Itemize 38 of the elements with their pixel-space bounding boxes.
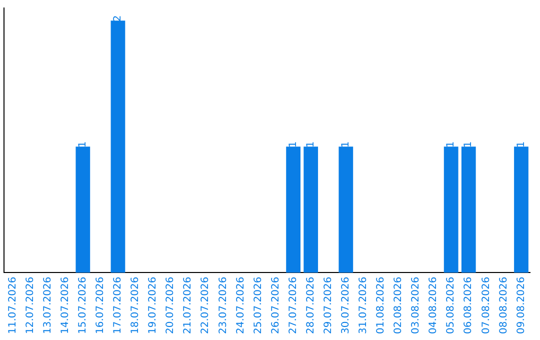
x-tick-label: 11.07.2026 xyxy=(7,276,18,334)
data-label: 1 xyxy=(446,141,457,148)
data-label: 1 xyxy=(516,141,527,148)
data-label: 1 xyxy=(77,141,88,148)
data-label: 1 xyxy=(305,141,316,148)
x-tick-label: 07.08.2026 xyxy=(480,276,492,334)
x-tick-label: 04.08.2026 xyxy=(428,276,440,334)
x-tick-label: 27.07.2026 xyxy=(288,276,299,334)
x-tick-label: 05.08.2026 xyxy=(446,276,457,334)
data-label: 1 xyxy=(340,141,352,148)
data-label: 1 xyxy=(288,141,299,148)
x-tick-label: 08.08.2026 xyxy=(498,276,510,334)
x-tick-label: 09.08.2026 xyxy=(516,276,527,334)
x-tick-label: 18.07.2026 xyxy=(130,276,142,334)
data-label: 2 xyxy=(112,15,124,22)
x-tick-label: 02.08.2026 xyxy=(393,276,404,334)
x-tick-label: 15.07.2026 xyxy=(77,276,88,334)
x-tick-label: 06.08.2026 xyxy=(463,276,474,334)
x-tick-label: 19.07.2026 xyxy=(148,276,159,334)
x-tick-label: 23.07.2026 xyxy=(218,276,229,334)
x-tick-label: 21.07.2026 xyxy=(182,276,194,334)
x-tick-label: 25.07.2026 xyxy=(252,276,264,334)
x-tick-label: 29.07.2026 xyxy=(322,276,334,334)
x-tick-label: 24.07.2026 xyxy=(235,276,246,334)
x-tick-label: 03.08.2026 xyxy=(410,276,422,334)
x-tick-label: 22.07.2026 xyxy=(200,276,212,334)
x-tick-label: 14.07.2026 xyxy=(60,276,71,334)
data-label: 1 xyxy=(463,141,474,148)
x-tick-label: 12.07.2026 xyxy=(24,276,36,334)
x-tick-label: 13.07.2026 xyxy=(42,276,54,334)
x-tick-label: 17.07.2026 xyxy=(112,276,124,334)
x-tick-label: 20.07.2026 xyxy=(165,276,176,334)
x-tick-label: 16.07.2026 xyxy=(95,276,106,334)
x-tick-label: 26.07.2026 xyxy=(270,276,282,334)
x-tick-label: 28.07.2026 xyxy=(305,276,316,334)
x-tick-label: 30.07.2026 xyxy=(340,276,352,334)
x-tick-label: 01.08.2026 xyxy=(376,276,387,334)
x-tick-label: 31.07.2026 xyxy=(358,276,370,334)
